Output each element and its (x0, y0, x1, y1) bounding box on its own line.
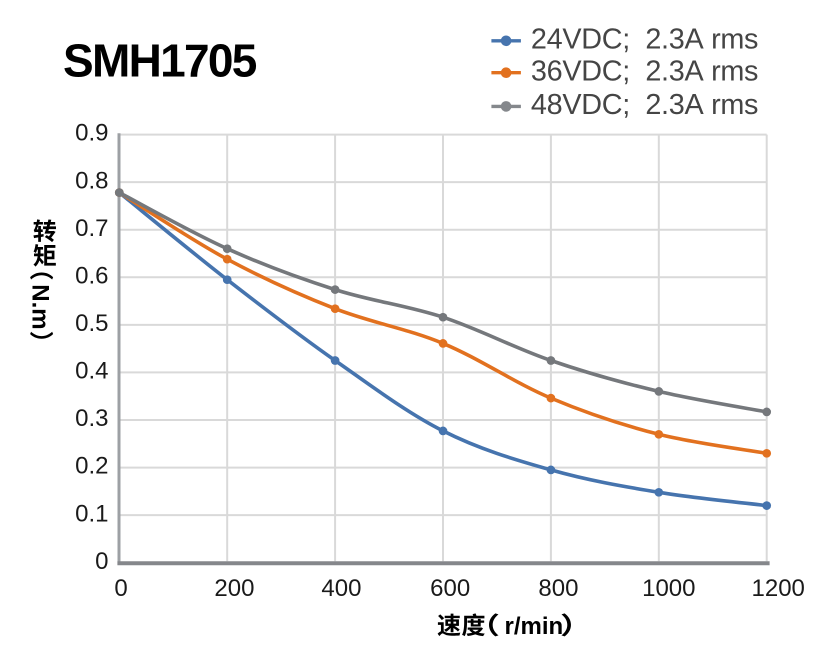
svg-text:36VDC; 2.3A rms: 36VDC; 2.3A rms (531, 55, 758, 87)
svg-text:0.4: 0.4 (75, 358, 108, 385)
svg-text:0.6: 0.6 (75, 262, 108, 289)
svg-text:N.m: N.m (27, 284, 54, 329)
svg-text:r/min: r/min (505, 613, 564, 640)
svg-text:0: 0 (95, 548, 108, 575)
svg-text:0.1: 0.1 (75, 500, 108, 527)
svg-text:0.7: 0.7 (75, 215, 108, 242)
svg-text:24VDC; 2.3A rms: 24VDC; 2.3A rms (531, 24, 758, 56)
svg-text:0.3: 0.3 (75, 405, 108, 432)
svg-text:SMH1705: SMH1705 (63, 35, 257, 87)
svg-text:600: 600 (430, 575, 470, 602)
svg-text:0: 0 (114, 575, 127, 602)
svg-text:400: 400 (321, 575, 361, 602)
svg-text:0.9: 0.9 (75, 120, 108, 147)
svg-text:1000: 1000 (642, 575, 695, 602)
svg-text:1200: 1200 (752, 575, 805, 602)
svg-text:800: 800 (538, 575, 578, 602)
svg-text:200: 200 (214, 575, 254, 602)
svg-text:48VDC; 2.3A rms: 48VDC; 2.3A rms (531, 89, 758, 121)
svg-text:0.8: 0.8 (75, 167, 108, 194)
svg-text:0.2: 0.2 (75, 453, 108, 480)
svg-text:0.5: 0.5 (75, 310, 108, 337)
